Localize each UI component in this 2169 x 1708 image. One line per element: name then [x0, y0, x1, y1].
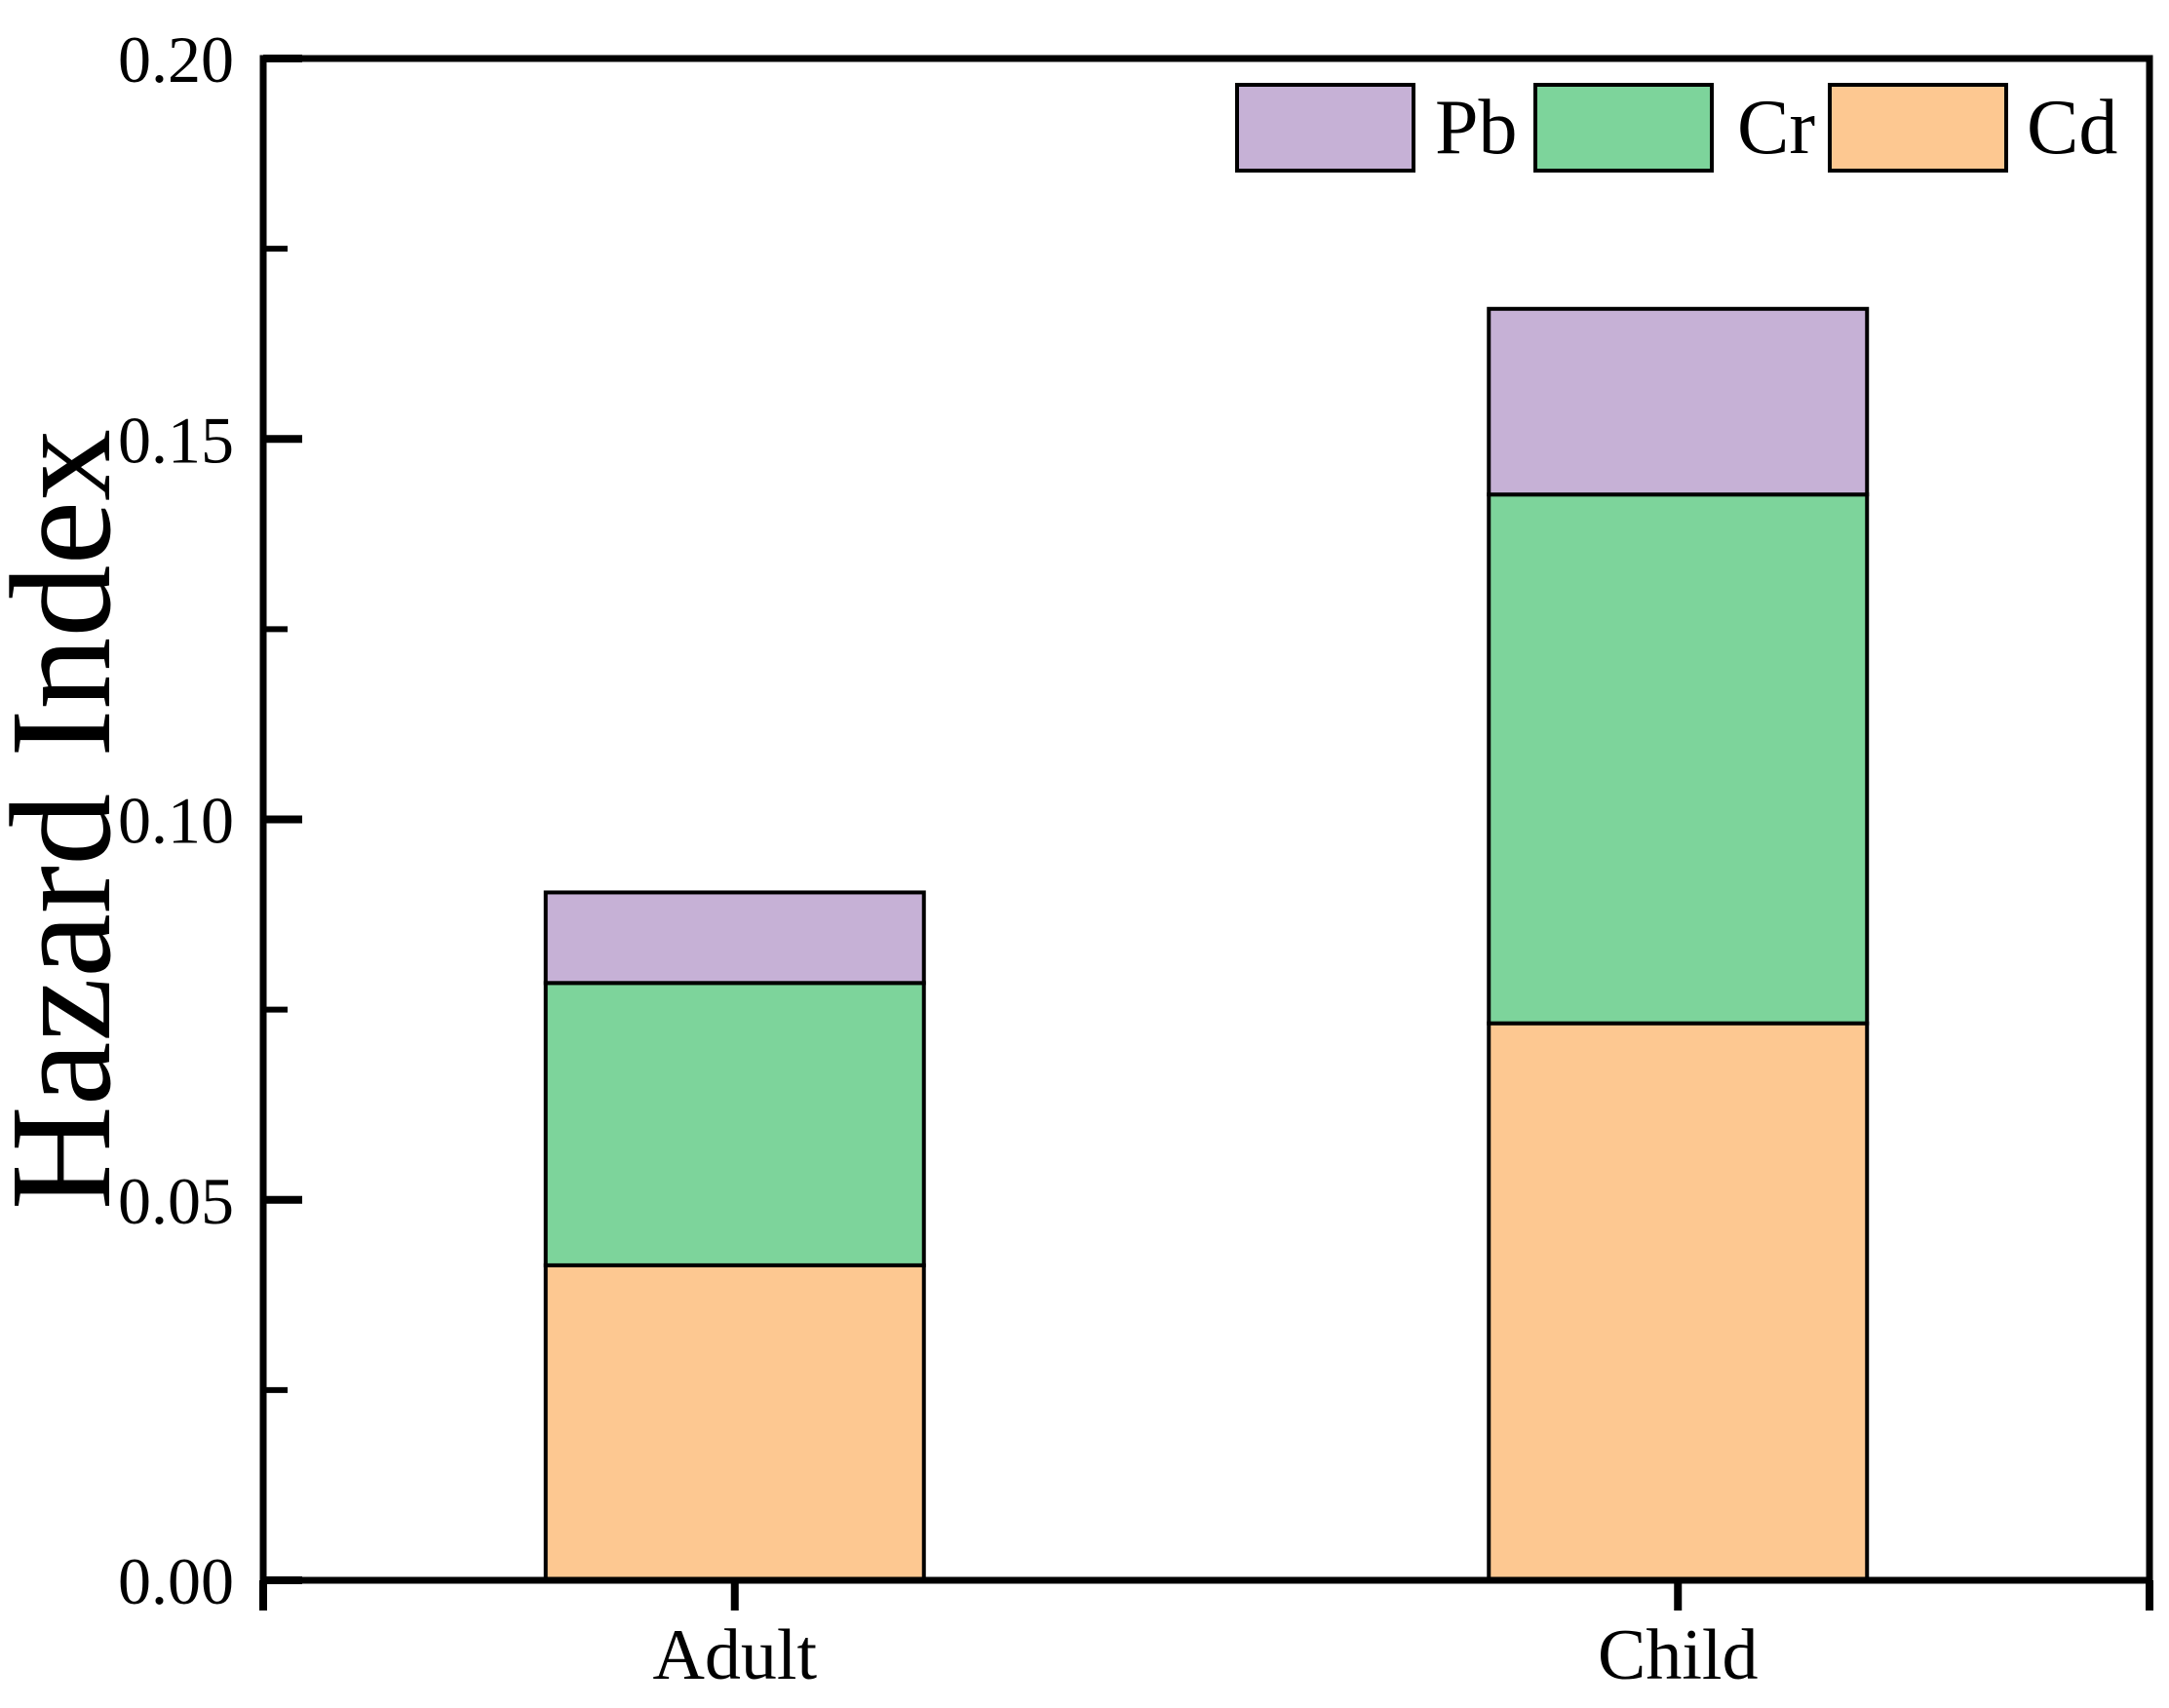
- y-axis-tick-label: 0.20: [118, 22, 234, 97]
- y-axis-tick-label: 0.10: [118, 784, 234, 858]
- x-category-label-child: Child: [1598, 1615, 1758, 1695]
- bar-segment-child-pb: [1487, 306, 1870, 497]
- legend-swatch-pb: [1235, 83, 1415, 173]
- legend-swatch-cr: [1533, 83, 1714, 173]
- y-axis-title: Hazard Index: [0, 429, 141, 1210]
- legend-label-cd: Cd: [2027, 85, 2117, 171]
- bar-segment-adult-cr: [543, 981, 926, 1267]
- y-axis-tick-label: 0.00: [118, 1544, 234, 1618]
- bar-segment-adult-cd: [543, 1262, 926, 1583]
- bar-segment-adult-pb: [543, 890, 926, 986]
- legend-label-pb: Pb: [1435, 85, 1518, 171]
- y-axis-tick-label: 0.15: [118, 403, 234, 477]
- legend-label-cr: Cr: [1737, 85, 1815, 171]
- legend-swatch-cd: [1828, 83, 2008, 173]
- x-category-label-adult: Adult: [652, 1615, 817, 1695]
- y-axis-tick-label: 0.05: [118, 1164, 234, 1238]
- bar-segment-child-cr: [1487, 492, 1870, 1026]
- bar-segment-child-cd: [1487, 1021, 1870, 1582]
